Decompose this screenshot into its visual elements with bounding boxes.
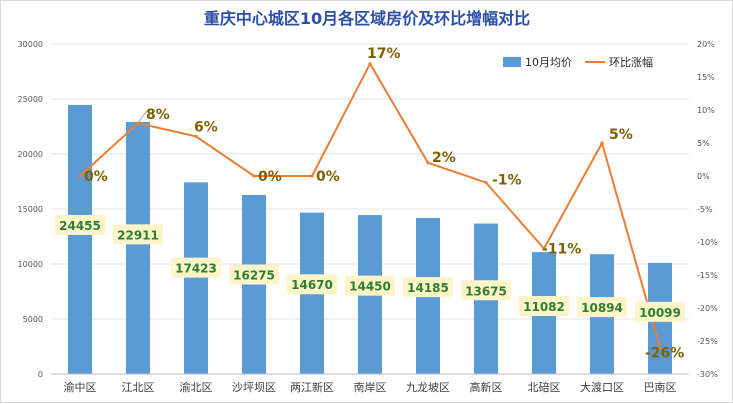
y-right-tick-label: -30% — [697, 370, 718, 379]
line-data-label: 17% — [367, 46, 401, 62]
y-axis-right: -30% -25% -20% -15% -10% -5% 0% 5% 10% 15% 20% — [697, 40, 718, 379]
y-left-tick-label: 10000 — [18, 260, 43, 269]
bar-data-label: 22911 — [117, 228, 159, 242]
x-axis: 渝中区 江北区 渝北区 沙坪坝区 两江新区 南岸区 九龙坡区 高新区 北碚区 大渡口区 巴南区 — [51, 373, 689, 394]
x-tick-label: 渝中区 — [64, 380, 97, 394]
label-leader-line — [137, 110, 148, 124]
line-point — [542, 247, 546, 251]
line-data-label: 0% — [84, 169, 108, 185]
bar-data-label: 14450 — [349, 280, 391, 294]
legend-bar-swatch — [503, 57, 521, 67]
y-right-tick-label: -20% — [697, 304, 718, 313]
chart-title: 重庆中心城区10月各区域房价及环比增幅对比 — [204, 9, 530, 28]
bar-label-box — [461, 280, 511, 301]
line-series — [78, 62, 662, 350]
y-right-tick-label: 20% — [697, 40, 715, 49]
line-data-label: 0% — [258, 169, 282, 185]
bar-data-label: 17423 — [175, 262, 217, 276]
bar-data-label: 10099 — [639, 306, 681, 320]
y-left-tick-label: 25000 — [18, 95, 43, 104]
line-point — [310, 174, 314, 178]
bar-data-label: 14670 — [291, 278, 333, 292]
line-point — [600, 141, 604, 145]
line-point — [484, 181, 488, 185]
bar-data-label: 24455 — [59, 219, 101, 233]
bar-label-box — [229, 264, 279, 285]
bar-label-box — [635, 301, 685, 322]
x-tick-label: 江北区 — [122, 381, 155, 394]
bar — [68, 104, 92, 375]
y-right-tick-label: 15% — [697, 73, 715, 82]
line-point — [252, 174, 256, 178]
line-point — [368, 62, 372, 66]
x-tick-label: 渝北区 — [180, 380, 213, 394]
bar — [184, 182, 208, 374]
y-right-tick-label: -25% — [697, 337, 718, 346]
bar-data-label: 13675 — [465, 284, 507, 298]
line-data-label: 5% — [609, 127, 633, 143]
x-tick-label: 两江新区 — [290, 380, 334, 394]
bar-label-box — [403, 277, 453, 298]
x-tick-label: 南岸区 — [354, 381, 387, 394]
bar-label-box — [519, 295, 569, 316]
y-left-tick-label: 0 — [38, 370, 43, 379]
y-right-tick-label: -10% — [697, 238, 718, 247]
bar-data-label: 11082 — [523, 300, 565, 314]
x-tick-label: 巴南区 — [644, 381, 677, 394]
y-axis-left: 0 5000 10000 15000 20000 25000 30000 — [18, 40, 43, 379]
line-point — [194, 134, 198, 138]
y-left-tick-label: 30000 — [18, 40, 43, 49]
line-data-label: -11% — [542, 242, 581, 258]
y-left-tick-label: 5000 — [23, 315, 43, 324]
line-data-label: 2% — [432, 150, 456, 166]
line-data-labels: 0% 8% 6% 0% 0% 17% 2% -1% -11% 5% -26% — [84, 46, 684, 362]
line-data-label: 6% — [194, 119, 218, 135]
y-right-tick-label: -15% — [697, 271, 718, 280]
y-right-tick-label: 5% — [697, 139, 710, 148]
x-tick-label: 九龙坡区 — [406, 381, 450, 394]
y-left-tick-label: 20000 — [18, 150, 43, 159]
y-right-tick-label: 10% — [697, 106, 715, 115]
y-right-tick-label: -5% — [697, 205, 713, 214]
bar-label-box — [171, 257, 221, 278]
bar-label-box — [55, 215, 105, 236]
x-tick-label: 北碚区 — [528, 380, 561, 394]
y-left-tick-label: 15000 — [18, 205, 43, 214]
x-tick-label: 沙坪坝区 — [232, 380, 276, 394]
line-data-label: 0% — [316, 169, 340, 185]
y-right-tick-label: 0% — [697, 172, 710, 181]
line-data-label: 8% — [146, 107, 170, 123]
line-data-label: -26% — [645, 346, 684, 362]
line-point — [78, 174, 82, 178]
bar-label-box — [113, 224, 163, 245]
legend-line-label: 环比涨幅 — [609, 56, 653, 69]
bar-data-labels: 24455 22911 17423 16275 14670 14450 14185 13675… — [55, 215, 685, 322]
bar-data-label: 14185 — [407, 281, 449, 295]
line-data-label: -1% — [492, 173, 522, 189]
line-point — [658, 346, 662, 350]
line-point — [426, 161, 430, 165]
x-tick-label: 高新区 — [470, 380, 503, 394]
bar-label-box — [287, 274, 337, 295]
legend: 10月均价 环比涨幅 — [503, 56, 653, 69]
bar-label-box — [345, 275, 395, 296]
bar-label-box — [577, 297, 627, 318]
x-tick-label: 大渡口区 — [580, 380, 624, 394]
bar — [126, 121, 150, 374]
bar-data-label: 16275 — [233, 269, 275, 283]
bar-data-label: 10894 — [581, 301, 623, 315]
legend-bar-label: 10月均价 — [525, 56, 572, 69]
